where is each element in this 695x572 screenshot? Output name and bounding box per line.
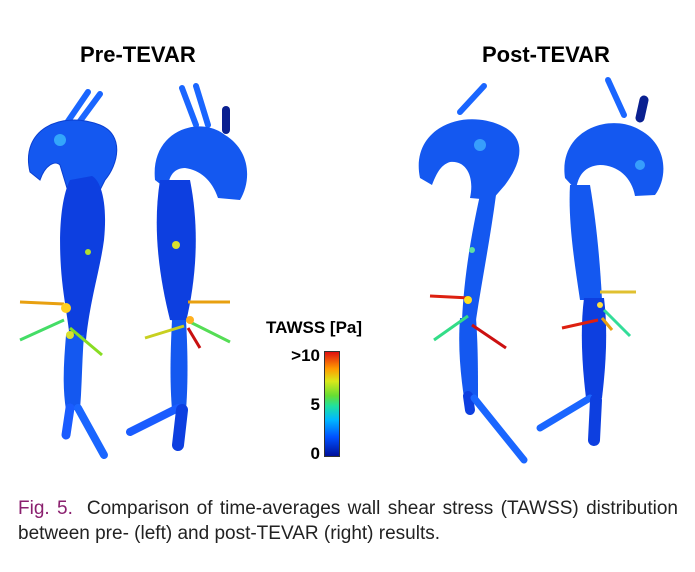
post-tevar-front-view bbox=[418, 83, 528, 464]
post-tevar-back-view bbox=[536, 77, 664, 446]
tawss-colorbar bbox=[324, 351, 340, 457]
colorbar-tick-max: >10 bbox=[291, 346, 320, 365]
colorbar-tick-mid: 5 bbox=[310, 395, 320, 414]
caption-text: Comparison of time-averages wall shear s… bbox=[18, 498, 678, 544]
colorbar-tick-min: 0 bbox=[310, 444, 320, 463]
figure-caption: Fig. 5. Comparison of time-averages wall … bbox=[18, 496, 678, 546]
colorbar-title: TAWSS [Pa] bbox=[266, 318, 363, 337]
pre-tevar-back-view bbox=[126, 83, 248, 451]
pre-tevar-title: Pre-TEVAR bbox=[80, 42, 196, 67]
pre-tevar-front-view bbox=[19, 89, 118, 459]
post-tevar-title: Post-TEVAR bbox=[482, 42, 610, 67]
aorta-figure bbox=[19, 77, 664, 464]
figure-label: Fig. 5. bbox=[18, 498, 73, 519]
